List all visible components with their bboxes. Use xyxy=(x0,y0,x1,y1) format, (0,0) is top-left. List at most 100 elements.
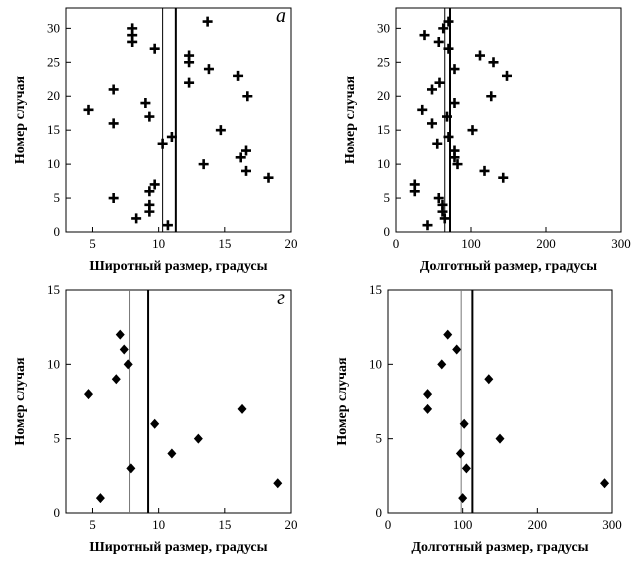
x-tick-label: 0 xyxy=(393,236,400,251)
x-axis-label: Широтный размер, градусы xyxy=(89,259,267,274)
y-tick-label: 5 xyxy=(54,431,61,446)
y-tick-label: 25 xyxy=(377,54,390,69)
point xyxy=(433,193,444,204)
point xyxy=(495,433,505,444)
point xyxy=(111,374,121,385)
point xyxy=(498,172,509,183)
point xyxy=(237,403,247,414)
x-tick-label: 15 xyxy=(218,517,231,532)
point xyxy=(455,448,465,459)
point xyxy=(458,493,468,504)
point xyxy=(427,84,437,95)
point xyxy=(108,118,119,129)
point xyxy=(235,152,246,163)
y-tick-label: 20 xyxy=(47,88,60,103)
point xyxy=(443,131,454,142)
point xyxy=(459,418,469,429)
point xyxy=(127,36,138,47)
y-axis-label: Номер случая xyxy=(13,75,28,164)
point xyxy=(162,220,173,231)
point xyxy=(184,57,195,68)
x-tick-label: 5 xyxy=(89,517,96,532)
x-tick-label: 200 xyxy=(536,236,556,251)
point xyxy=(437,359,447,370)
point xyxy=(119,344,129,355)
point xyxy=(409,186,420,197)
x-tick-label: 10 xyxy=(152,236,165,251)
y-tick-label: 5 xyxy=(376,431,383,446)
panel-letter: а xyxy=(276,5,286,27)
y-tick-label: 0 xyxy=(54,224,61,239)
point xyxy=(84,389,93,400)
point xyxy=(241,145,251,156)
point xyxy=(437,206,448,217)
point xyxy=(467,125,478,136)
point xyxy=(167,448,177,459)
point xyxy=(144,206,155,217)
point xyxy=(502,70,512,81)
point xyxy=(439,213,450,224)
plot-frame xyxy=(395,7,622,233)
y-tick-label: 30 xyxy=(47,20,60,35)
point xyxy=(273,478,283,489)
plot-frame xyxy=(65,7,292,233)
point xyxy=(263,172,274,183)
point xyxy=(449,64,460,75)
point xyxy=(488,57,499,68)
point xyxy=(198,159,209,170)
y-tick-label: 15 xyxy=(377,122,390,137)
point xyxy=(202,16,213,27)
x-tick-label: 15 xyxy=(218,236,231,251)
point xyxy=(443,16,454,27)
point xyxy=(479,165,490,176)
y-tick-label: 30 xyxy=(377,20,390,35)
point xyxy=(157,138,168,149)
y-tick-label: 10 xyxy=(47,156,60,171)
y-axis-label: Номер случая xyxy=(335,357,350,446)
y-tick-label: 5 xyxy=(384,190,391,205)
plot-frame xyxy=(65,289,292,514)
point xyxy=(433,36,444,47)
point xyxy=(423,403,433,414)
x-tick-label: 10 xyxy=(152,517,165,532)
x-axis-label: Широтный размер, градусы xyxy=(89,540,267,555)
y-tick-label: 0 xyxy=(384,224,391,239)
point xyxy=(108,84,119,95)
point xyxy=(486,91,497,102)
point xyxy=(452,159,463,170)
x-tick-label: 200 xyxy=(528,517,548,532)
point xyxy=(140,98,151,109)
y-tick-label: 10 xyxy=(377,156,390,171)
y-tick-label: 5 xyxy=(54,190,61,205)
y-tick-label: 15 xyxy=(369,282,382,297)
y-tick-label: 15 xyxy=(47,122,60,137)
point xyxy=(434,77,445,88)
point xyxy=(215,125,226,136)
x-tick-label: 100 xyxy=(453,517,473,532)
point xyxy=(422,220,433,231)
point xyxy=(166,131,177,142)
x-tick-label: 5 xyxy=(89,236,96,251)
point xyxy=(126,463,136,474)
point xyxy=(438,23,449,34)
plot-frame xyxy=(387,289,613,514)
x-axis-label: Долготный размер, градусы xyxy=(420,259,597,274)
point xyxy=(184,77,195,88)
point xyxy=(193,433,203,444)
point xyxy=(461,463,471,474)
point xyxy=(144,186,155,197)
point xyxy=(432,138,443,149)
point xyxy=(484,374,494,385)
point xyxy=(150,418,160,429)
x-tick-label: 100 xyxy=(461,236,481,251)
y-tick-label: 10 xyxy=(369,356,382,371)
point xyxy=(443,43,454,54)
point xyxy=(108,193,119,204)
point xyxy=(423,389,433,400)
y-tick-label: 10 xyxy=(47,356,60,371)
point xyxy=(144,111,155,122)
point xyxy=(427,118,437,129)
x-axis-label: Долготный размер, градусы xyxy=(411,540,588,555)
point xyxy=(131,213,142,224)
